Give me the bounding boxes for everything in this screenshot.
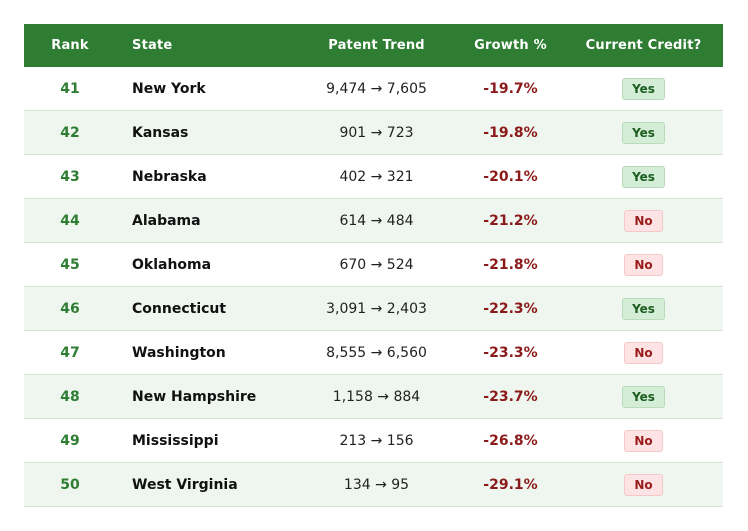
growth-cell: -26.8%	[483, 432, 538, 449]
current-credit-cell: Yes	[564, 165, 723, 188]
rank-cell: 50	[60, 476, 80, 493]
state-patent-table: Rank State Patent Trend Growth % Current…	[24, 24, 723, 507]
table-row: 41 New York 9,474 → 7,605 -19.7% Yes	[24, 67, 723, 111]
patent-trend-cell: 901 → 723	[339, 124, 414, 141]
table-row: 42 Kansas 901 → 723 -19.8% Yes	[24, 111, 723, 155]
current-credit-cell: No	[564, 473, 723, 496]
patent-trend-cell: 213 → 156	[339, 432, 414, 449]
table-row: 43 Nebraska 402 → 321 -20.1% Yes	[24, 155, 723, 199]
current-credit-cell: No	[564, 209, 723, 232]
patent-trend-cell: 9,474 → 7,605	[326, 80, 427, 97]
state-cell: Mississippi	[132, 432, 219, 449]
growth-cell: -20.1%	[483, 168, 538, 185]
credit-status-badge: No	[624, 473, 663, 496]
state-cell: West Virginia	[132, 476, 238, 493]
rank-cell: 46	[60, 300, 80, 317]
growth-cell: -23.7%	[483, 388, 538, 405]
growth-cell: -19.7%	[483, 80, 538, 97]
current-credit-cell: Yes	[564, 297, 723, 320]
table-row: 45 Oklahoma 670 → 524 -21.8% No	[24, 243, 723, 287]
rank-cell: 48	[60, 388, 80, 405]
current-credit-cell: No	[564, 253, 723, 276]
state-cell: Alabama	[132, 212, 201, 229]
state-cell: Nebraska	[132, 168, 207, 185]
column-header-rank: Rank	[51, 38, 89, 53]
patent-trend-cell: 402 → 321	[339, 168, 414, 185]
growth-cell: -21.2%	[483, 212, 538, 229]
current-credit-cell: No	[564, 341, 723, 364]
table-row: 46 Connecticut 3,091 → 2,403 -22.3% Yes	[24, 287, 723, 331]
current-credit-cell: Yes	[564, 77, 723, 100]
state-cell: Kansas	[132, 124, 189, 141]
column-header-patent-trend: Patent Trend	[328, 38, 425, 53]
patent-trend-cell: 1,158 → 884	[332, 388, 421, 405]
rank-cell: 42	[60, 124, 80, 141]
state-cell: Washington	[132, 344, 226, 361]
table-header-row: Rank State Patent Trend Growth % Current…	[24, 24, 723, 67]
patent-trend-cell: 3,091 → 2,403	[326, 300, 427, 317]
table-row: 49 Mississippi 213 → 156 -26.8% No	[24, 419, 723, 463]
patent-trend-cell: 8,555 → 6,560	[326, 344, 427, 361]
patent-trend-cell: 614 → 484	[339, 212, 414, 229]
current-credit-cell: Yes	[564, 121, 723, 144]
table-row: 44 Alabama 614 → 484 -21.2% No	[24, 199, 723, 243]
growth-cell: -22.3%	[483, 300, 538, 317]
table-row: 50 West Virginia 134 → 95 -29.1% No	[24, 463, 723, 507]
credit-status-badge: Yes	[622, 385, 665, 408]
rank-cell: 41	[60, 80, 80, 97]
rank-cell: 43	[60, 168, 80, 185]
table-row: 48 New Hampshire 1,158 → 884 -23.7% Yes	[24, 375, 723, 419]
rank-cell: 49	[60, 432, 80, 449]
current-credit-cell: Yes	[564, 385, 723, 408]
patent-trend-cell: 670 → 524	[339, 256, 414, 273]
column-header-state: State	[132, 38, 173, 53]
growth-cell: -21.8%	[483, 256, 538, 273]
growth-cell: -23.3%	[483, 344, 538, 361]
patent-trend-cell: 134 → 95	[343, 476, 410, 493]
column-header-growth: Growth %	[474, 38, 547, 53]
current-credit-cell: No	[564, 429, 723, 452]
state-cell: Connecticut	[132, 300, 227, 317]
growth-cell: -19.8%	[483, 124, 538, 141]
state-cell: Oklahoma	[132, 256, 212, 273]
state-cell: New Hampshire	[132, 388, 257, 405]
credit-status-badge: Yes	[622, 297, 665, 320]
rank-cell: 44	[60, 212, 80, 229]
state-cell: New York	[132, 80, 206, 97]
credit-status-badge: Yes	[622, 77, 665, 100]
growth-cell: -29.1%	[483, 476, 538, 493]
credit-status-badge: Yes	[622, 165, 665, 188]
table-row: 47 Washington 8,555 → 6,560 -23.3% No	[24, 331, 723, 375]
credit-status-badge: No	[624, 253, 663, 276]
rank-cell: 47	[60, 344, 80, 361]
table-body: 41 New York 9,474 → 7,605 -19.7% Yes 42 Kansas…	[24, 67, 723, 507]
credit-status-badge: Yes	[622, 121, 665, 144]
credit-status-badge: No	[624, 341, 663, 364]
credit-status-badge: No	[624, 209, 663, 232]
rank-cell: 45	[60, 256, 80, 273]
credit-status-badge: No	[624, 429, 663, 452]
column-header-current-credit: Current Credit?	[585, 38, 702, 53]
